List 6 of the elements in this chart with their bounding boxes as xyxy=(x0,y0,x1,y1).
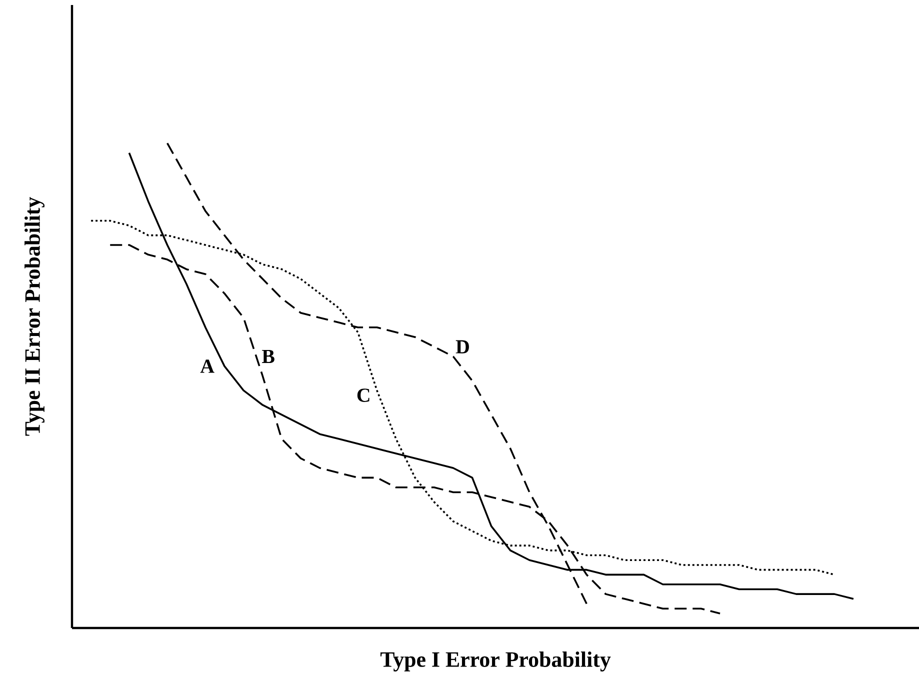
y-axis-title: Type II Error Probability xyxy=(24,197,44,436)
series-label: C xyxy=(357,388,370,402)
series-label: D xyxy=(456,340,469,354)
series-label: B xyxy=(262,350,274,364)
series-label: A xyxy=(200,360,214,373)
x-axis-title: Type I Error Probability xyxy=(380,652,611,672)
